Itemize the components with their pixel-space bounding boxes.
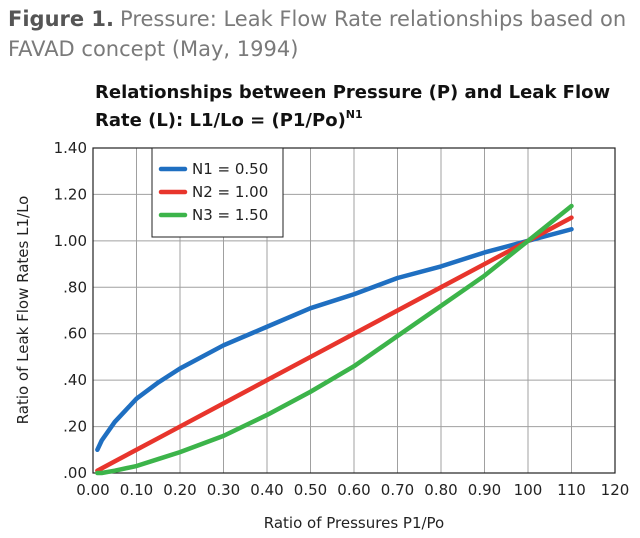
data-line <box>95 227 574 453</box>
x-tick-label: 0.80 <box>424 481 457 499</box>
data-line <box>95 203 574 476</box>
y-tick-label: .80 <box>63 278 87 296</box>
legend-label: N1 = 0.50 <box>192 160 268 178</box>
x-tick-label: 0.50 <box>294 481 327 499</box>
y-axis-label: Ratio of Leak Flow Rates L1/Lo <box>14 196 32 425</box>
title-superscript: N1 <box>346 108 363 121</box>
x-tick-label: 120 <box>601 481 630 499</box>
y-tick-label: .00 <box>63 464 87 482</box>
y-tick-label: 1.00 <box>54 232 87 250</box>
y-tick-label: 1.20 <box>54 185 87 203</box>
x-tick-label: 0.60 <box>337 481 370 499</box>
x-tick-label: 110 <box>557 481 586 499</box>
chart-title: Rate (L): L1/Lo = (P1/Po)N1 <box>95 108 363 131</box>
chart-title: Relationships between Pressure (P) and L… <box>95 82 610 103</box>
x-tick-label: 0.40 <box>250 481 283 499</box>
y-tick-label: 1.40 <box>54 139 87 157</box>
caption-line: Figure 1. Pressure: Leak Flow Rate relati… <box>8 7 626 31</box>
x-tick-label: 0.00 <box>76 481 109 499</box>
x-tick-label: 0.10 <box>120 481 153 499</box>
data-line <box>95 215 574 473</box>
caption-label: Figure 1. <box>8 7 114 31</box>
y-tick-label: .60 <box>63 325 87 343</box>
x-tick-label: 100 <box>514 481 543 499</box>
x-tick-label: 0.70 <box>381 481 414 499</box>
caption-text: FAVAD concept (May, 1994) <box>8 37 298 61</box>
chart-title: Rate (L): L1/Lo = (P1/Po) <box>95 110 346 131</box>
x-tick-label: 0.90 <box>468 481 501 499</box>
x-tick-label: 0.20 <box>163 481 196 499</box>
legend-label: N3 = 1.50 <box>192 206 268 224</box>
legend-label: N2 = 1.00 <box>192 183 268 201</box>
x-tick-label: 0.30 <box>207 481 240 499</box>
caption-text: Pressure: Leak Flow Rate relationships b… <box>120 7 626 31</box>
x-axis-label: Ratio of Pressures P1/Po <box>264 514 444 532</box>
plot-frame <box>92 147 616 474</box>
y-tick-label: .40 <box>63 371 87 389</box>
y-tick-label: .20 <box>63 418 87 436</box>
